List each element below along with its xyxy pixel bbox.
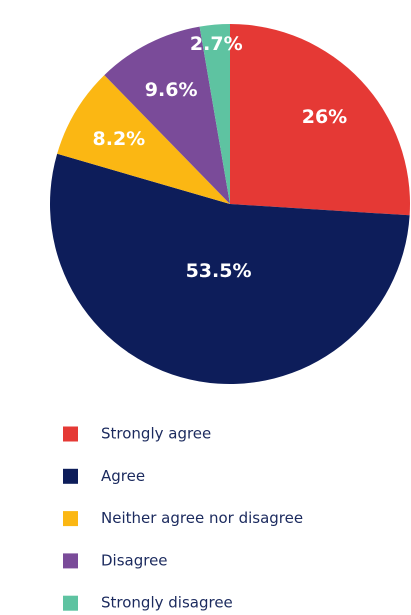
legend-label: Agree: [101, 467, 145, 485]
legend-label: Strongly disagree: [101, 594, 233, 612]
value-label: 2.7%: [190, 33, 243, 55]
value-label: 53.5%: [186, 260, 252, 282]
legend-swatch: [63, 468, 78, 484]
legend-label: Neither agree nor disagree: [101, 509, 303, 527]
value-label: 9.6%: [145, 79, 198, 101]
pie-slice: [57, 75, 230, 204]
legend-swatch: [63, 595, 78, 611]
legend-label: Strongly agree: [101, 425, 211, 443]
legend-label: Disagree: [101, 551, 168, 569]
legend-swatch: [63, 553, 78, 569]
pie-slice: [49, 153, 410, 385]
value-label: 8.2%: [93, 128, 146, 150]
value-label: 26%: [302, 106, 347, 128]
pie-slice: [230, 24, 410, 216]
pie-slice: [104, 26, 230, 205]
legend-swatch: [63, 511, 78, 527]
legend-swatch: [63, 426, 78, 442]
pie-slice: [199, 24, 230, 204]
